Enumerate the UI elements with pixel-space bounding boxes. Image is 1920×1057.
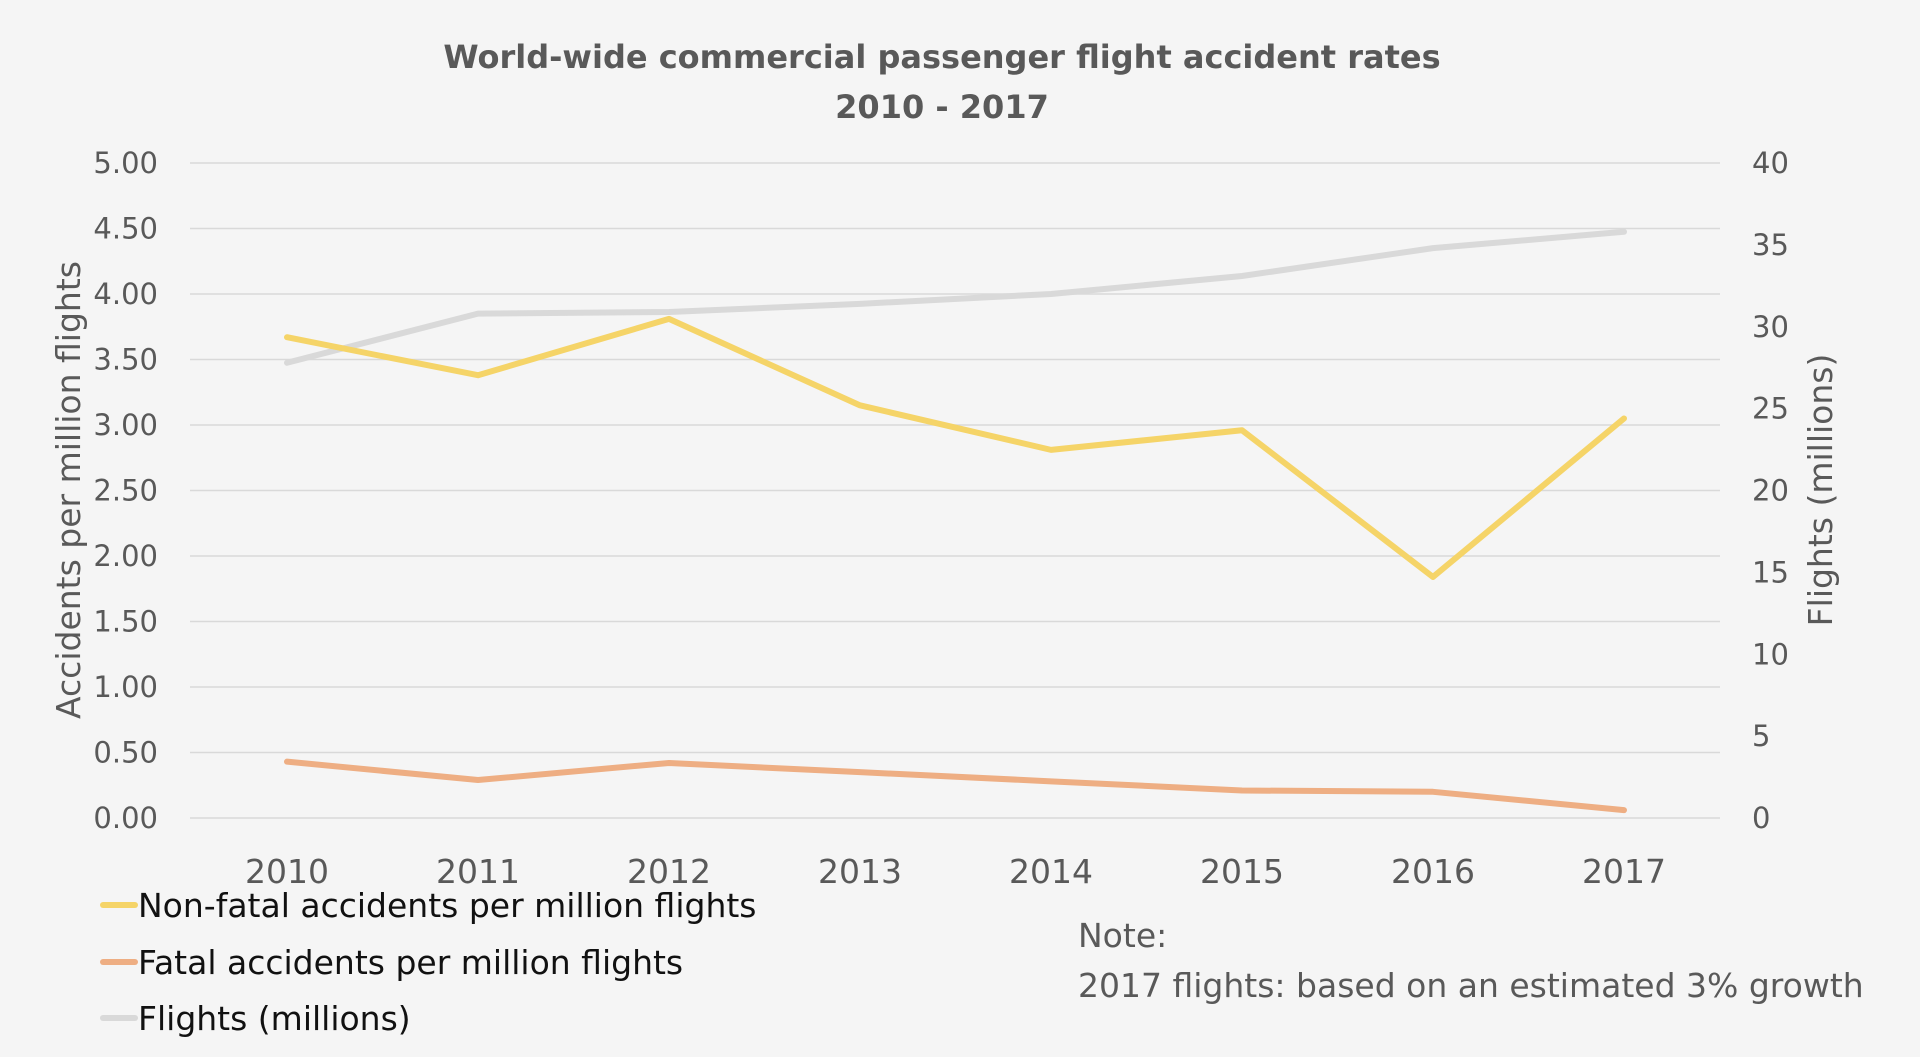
gridlines: [190, 162, 1720, 819]
x-tick-label: 2013: [818, 852, 902, 891]
left-tick-label: 2.00: [93, 539, 158, 573]
x-tick-label: 2015: [1200, 852, 1284, 891]
left-tick-label: 3.00: [93, 408, 158, 442]
right-tick-label: 40: [1752, 146, 1789, 180]
right-axis-ticks: 0 5 10 15 20 25 30 35 40: [1752, 146, 1789, 835]
chart-subtitle: 2010 - 2017: [835, 88, 1049, 126]
right-tick-label: 30: [1752, 310, 1789, 344]
x-tick-label: 2014: [1009, 852, 1093, 891]
left-axis-label: Accidents per million flights: [49, 261, 88, 719]
legend: Non-fatal accidents per million flights F…: [100, 886, 757, 1038]
left-tick-label: 1.50: [93, 605, 158, 639]
right-tick-label: 25: [1752, 392, 1789, 426]
legend-label: Fatal accidents per million flights: [138, 943, 683, 982]
right-tick-label: 10: [1752, 637, 1789, 671]
series-line-0: [284, 315, 1627, 580]
x-tick-label: 2010: [245, 852, 329, 891]
series-line-1: [284, 758, 1627, 814]
left-tick-label: 4.50: [93, 212, 158, 246]
legend-label: Non-fatal accidents per million flights: [138, 886, 757, 925]
left-tick-label: 0.00: [93, 801, 158, 835]
right-tick-label: 15: [1752, 555, 1789, 589]
right-tick-label: 20: [1752, 474, 1789, 508]
right-tick-label: 5: [1752, 719, 1770, 753]
left-tick-label: 5.00: [93, 146, 158, 180]
note-text: 2017 flights: based on an estimated 3% g…: [1078, 966, 1864, 1005]
legend-label: Flights (millions): [138, 999, 411, 1038]
left-tick-label: 0.50: [93, 736, 158, 770]
x-tick-label: 2011: [436, 852, 520, 891]
series-line-2: [284, 228, 1627, 366]
left-axis-ticks: 0.00 0.50 1.00 1.50 2.00 2.50 3.00 3.50 4.00 4.50…: [93, 146, 158, 835]
left-tick-label: 1.00: [93, 670, 158, 704]
left-tick-label: 2.50: [93, 474, 158, 508]
right-tick-label: 35: [1752, 228, 1789, 262]
x-axis-ticks: 2010 2011 2012 2013 2014 2015 2016 2017: [245, 852, 1666, 891]
chart-title: World-wide commercial passenger flight a…: [443, 38, 1440, 76]
right-axis-label: Flights (millions): [1801, 354, 1840, 627]
x-tick-label: 2016: [1391, 852, 1475, 891]
x-tick-label: 2017: [1582, 852, 1666, 891]
left-tick-label: 3.50: [93, 343, 158, 377]
note-heading: Note:: [1078, 916, 1167, 955]
left-tick-label: 4.00: [93, 277, 158, 311]
right-tick-label: 0: [1752, 801, 1770, 835]
x-tick-label: 2012: [627, 852, 711, 891]
series-lines: [284, 228, 1627, 814]
